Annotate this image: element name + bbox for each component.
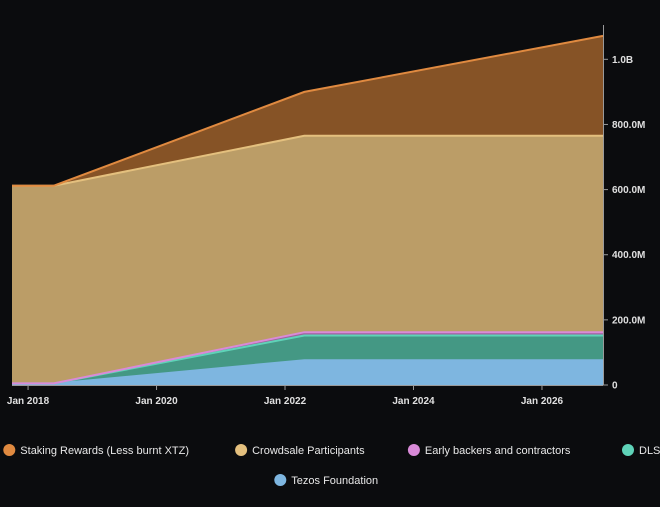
y-tick-label: 1.0B — [612, 55, 633, 66]
legend-swatch — [235, 444, 248, 456]
y-tick-label: 0 — [612, 381, 618, 392]
legend-item-tezos-foundation[interactable]: Tezos Foundation — [274, 474, 378, 487]
y-axis: 0 200.0M 400.0M 600.0M 800.0M 1.0B — [603, 25, 645, 392]
area-staking-rewards-less-burnt-xtz[interactable] — [12, 35, 603, 186]
x-tick-label: Jan 2026 — [521, 396, 564, 407]
series-top-lines — [12, 34, 604, 385]
legend-label: Early backers and contractors — [425, 445, 571, 457]
y-tick-label: 800.0M — [612, 120, 645, 131]
x-tick-label: Jan 2024 — [392, 396, 435, 407]
legend-item-dls[interactable]: DLS — [622, 444, 660, 457]
legend-swatch — [274, 474, 287, 486]
x-tick-label: Jan 2018 — [7, 396, 50, 407]
x-axis: Jan 2018 Jan 2020 Jan 2022 Jan 2024 Jan 2026 — [7, 385, 603, 407]
line-staking-rewards-less-burnt-xtz — [12, 34, 604, 187]
x-tick-label: Jan 2020 — [135, 396, 178, 407]
legend[interactable]: Staking Rewards (Less burnt XTZ) Crowdsal… — [3, 444, 660, 487]
legend-label: DLS — [639, 445, 660, 457]
x-tick-label: Jan 2022 — [264, 396, 307, 407]
legend-item-crowdsale-participants[interactable]: Crowdsale Participants — [235, 444, 365, 457]
legend-swatch — [407, 444, 420, 456]
legend-swatch — [622, 444, 634, 456]
legend-swatch — [3, 444, 16, 456]
area-crowdsale-participants[interactable] — [12, 135, 603, 384]
legend-item-staking-rewards-less-burnt-xtz[interactable]: Staking Rewards (Less burnt XTZ) — [3, 444, 189, 457]
legend-label: Crowdsale Participants — [252, 445, 365, 457]
area-layers — [12, 35, 603, 385]
legend-label: Tezos Foundation — [291, 475, 378, 487]
line-early-backers-and-contractors — [12, 331, 603, 385]
area-tezos-foundation[interactable] — [12, 360, 603, 385]
y-tick-label: 200.0M — [612, 315, 645, 326]
y-tick-label: 600.0M — [612, 185, 645, 196]
y-tick-label: 400.0M — [612, 250, 645, 261]
legend-item-early-backers-and-contractors[interactable]: Early backers and contractors — [407, 444, 571, 457]
legend-label: Staking Rewards (Less burnt XTZ) — [20, 445, 189, 457]
